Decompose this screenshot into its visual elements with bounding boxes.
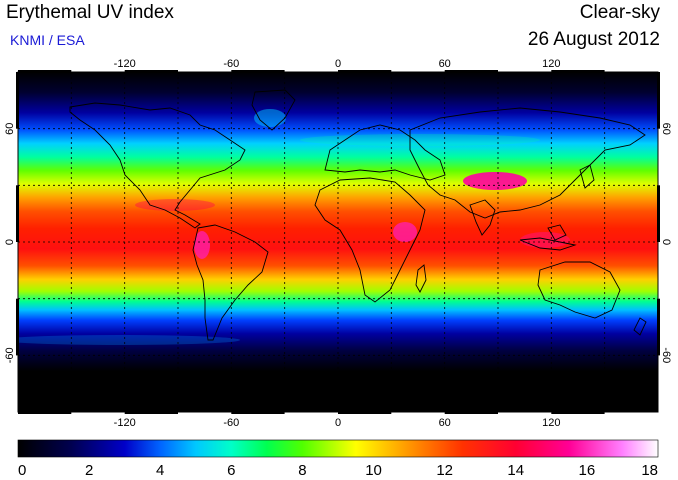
europe-uv-band (300, 134, 540, 146)
lat-label-left: -60 (4, 347, 16, 363)
colorbar-tick-label: 6 (227, 462, 235, 479)
lon-label-top: 0 (335, 58, 341, 70)
lat-label-right: 0 (660, 239, 672, 245)
colorbar-tick-label: 0 (18, 462, 26, 479)
frame-ticks-right (657, 72, 660, 356)
coastline-greenland (251, 89, 296, 131)
coastline-africa (314, 177, 426, 303)
lon-label-bottom: 60 (439, 417, 451, 429)
frame-ticks-top (18, 70, 605, 73)
colorbar-tick-label: 2 (85, 462, 93, 479)
lat-labels-left: 60 0 -60 (4, 123, 16, 364)
greenland-low-uv (254, 109, 286, 127)
colorbar-tick-label: 18 (641, 462, 658, 479)
sky-condition-label: Clear-sky (579, 2, 660, 23)
coastline-borneo (547, 224, 567, 241)
lon-label-top: -60 (223, 58, 239, 70)
maritime-continent-uv-patch (520, 232, 570, 248)
coastline-antarctica (18, 389, 658, 397)
colorbar-tick-label: 8 (298, 462, 306, 479)
colorbar-gradient (17, 439, 659, 458)
lon-label-top: 120 (542, 58, 560, 70)
lon-label-top: -120 (114, 58, 136, 70)
tibet-high-uv-patch (463, 172, 527, 190)
colorbar-labels: 0 2 4 6 8 10 12 14 16 18 (18, 462, 658, 479)
central-america-uv-patch (135, 199, 215, 211)
date-label: 26 August 2012 (527, 29, 660, 50)
east-africa-high-uv-patch (393, 222, 417, 242)
colorbar-tick-label: 16 (579, 462, 596, 479)
colorbar-tick-label: 12 (436, 462, 453, 479)
coastline-europe (324, 124, 446, 181)
uv-colorbar: 0 2 4 6 8 10 12 14 16 18 (17, 439, 659, 479)
andes-high-uv-patch (194, 231, 210, 259)
colorbar-tick-label: 14 (507, 462, 524, 479)
colorbar-tick-label: 10 (365, 462, 382, 479)
lat-label-left: 0 (4, 239, 16, 245)
lat-label-right: -60 (660, 347, 672, 363)
coastlines (18, 89, 658, 397)
coastline-asia (409, 107, 646, 219)
coastline-north-america (69, 102, 246, 229)
frame-ticks-bottom (18, 411, 605, 414)
graticule (18, 72, 658, 412)
coastline-india (469, 199, 496, 236)
lat-labels-right: 60 0 -60 (660, 123, 672, 364)
colorbar-tick-label: 4 (156, 462, 164, 479)
coastline-australia (537, 261, 621, 319)
coastline-new-zealand (633, 317, 647, 336)
coastline-indonesia (519, 237, 577, 251)
data-source-label: KNMI / ESA (10, 32, 85, 48)
lat-label-right: 60 (660, 123, 672, 135)
coastline-japan (579, 164, 595, 189)
lon-label-top: 60 (439, 58, 451, 70)
lon-labels-bottom: -120 -60 0 60 120 (114, 417, 561, 429)
lon-label-bottom: 120 (542, 417, 560, 429)
southern-uv-band (18, 335, 240, 345)
lon-label-bottom: -120 (114, 417, 136, 429)
lon-label-bottom: 0 (335, 417, 341, 429)
map-area (18, 72, 658, 412)
map-frame (16, 70, 660, 414)
frame-ticks-left (16, 72, 19, 356)
lat-label-left: 60 (4, 123, 16, 135)
lon-label-bottom: -60 (223, 417, 239, 429)
coastline-south-america (192, 224, 269, 341)
coastline-madagascar (415, 264, 427, 293)
map-title: Erythemal UV index (6, 2, 174, 23)
lon-labels-top: -120 -60 0 60 120 (114, 58, 561, 70)
